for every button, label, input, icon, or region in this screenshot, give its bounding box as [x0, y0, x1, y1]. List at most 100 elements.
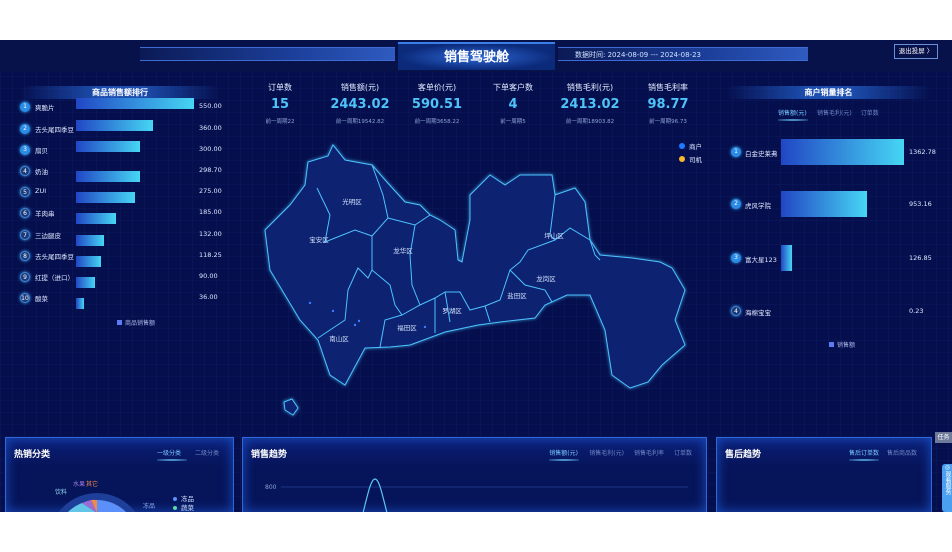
legend-label: 商户	[689, 143, 702, 151]
kpi-card: 订单数 15 前一周期22	[240, 82, 320, 125]
tab[interactable]: 一级分类	[157, 448, 187, 461]
rank-badge: 5	[20, 187, 30, 197]
product-bar[interactable]	[76, 98, 194, 109]
product-bar[interactable]	[76, 256, 102, 267]
product-value: 360.00	[199, 124, 222, 132]
product-bar[interactable]	[76, 213, 116, 224]
tab[interactable]: 销售毛利(元)	[589, 450, 624, 457]
sales-trend-chart: 800	[265, 478, 688, 512]
district-label: 坪山区	[544, 231, 564, 240]
product-bar[interactable]	[76, 120, 154, 131]
page-title: 销售驾驶舱	[398, 42, 555, 70]
sales-trend-panel: 销售趋势 销售额(元) 销售毛利(元) 销售毛利率 订单数 800	[242, 437, 707, 512]
product-ranking-legend[interactable]: 商品销售额	[117, 318, 155, 327]
map-outline[interactable]	[264, 144, 686, 389]
merchant-name: 海棉宝宝	[745, 309, 771, 317]
product-name: 爽脆片	[35, 104, 55, 112]
district-label: 龙岗区	[536, 274, 556, 283]
kpi-card: 销售毛利率 98.77 前一周期96.73	[628, 82, 708, 125]
product-bar[interactable]	[76, 192, 135, 203]
tab[interactable]: 销售毛利率	[633, 450, 664, 457]
task-tab[interactable]: 任务	[935, 432, 952, 443]
merchant-ranking-legend[interactable]: 销售额	[829, 340, 855, 349]
product-value: 550.00	[199, 102, 222, 110]
map-island	[283, 398, 299, 416]
merchant-marker[interactable]	[357, 319, 361, 323]
kpi-value: 4	[508, 97, 518, 112]
trend-line	[362, 478, 388, 512]
product-bar[interactable]	[76, 298, 84, 309]
kpi-label: 订单数	[268, 83, 292, 92]
product-bar[interactable]	[76, 141, 141, 152]
pie-label: 水果	[73, 480, 85, 488]
merchant-name: 富大星123	[745, 256, 777, 264]
tab[interactable]: 售后订单数	[849, 448, 879, 461]
merchant-marker[interactable]	[331, 309, 335, 313]
rank-badge: 1	[20, 102, 30, 112]
rank-badge: 3	[20, 145, 30, 155]
product-name: ZUI	[35, 187, 47, 195]
rank-badge: 7	[20, 230, 30, 240]
tab[interactable]: 订单数	[673, 450, 692, 457]
tab[interactable]: 订单数	[860, 110, 879, 117]
merchant-name: 虎风学院	[745, 202, 771, 210]
tab[interactable]: 销售毛利(元)	[817, 110, 852, 117]
tab[interactable]: 销售额(元)	[778, 108, 808, 121]
product-bar[interactable]	[76, 171, 141, 182]
kpi-compare: 前一周期19542.82	[335, 119, 385, 125]
product-bar[interactable]	[76, 277, 96, 288]
tab[interactable]: 销售额(元)	[549, 448, 579, 461]
legend-dot	[173, 506, 177, 510]
watch-service-tab[interactable]: ◎观看服务	[942, 464, 952, 512]
merchant-bar[interactable]	[781, 191, 868, 217]
rank-badge: 3	[731, 253, 741, 263]
tab[interactable]: 售后商品数	[886, 450, 917, 457]
legend-swatch	[829, 342, 834, 347]
after-sales-title: 售后趋势	[725, 450, 762, 460]
kpi-card: 销售毛利(元) 2413.02 前一周期18903.82	[550, 82, 630, 125]
product-bar[interactable]	[76, 235, 105, 246]
pie-slice-frozen[interactable]	[97, 499, 127, 512]
kpi-value: 590.51	[411, 97, 463, 112]
legend-label[interactable]: 冻品	[181, 494, 194, 503]
product-value: 90.00	[199, 272, 218, 280]
merchant-marker[interactable]	[423, 325, 427, 329]
pie-slice-fruit[interactable]	[82, 500, 97, 512]
kpi-label: 下单客户数	[493, 83, 533, 92]
tab[interactable]: 二级分类	[194, 450, 219, 457]
hot-category-pie: 水果 其它 饮料 冻品 冻品 蔬菜	[55, 480, 195, 512]
pie-slice-drinks[interactable]	[67, 503, 97, 512]
legend-label[interactable]: 蔬菜	[181, 503, 195, 512]
kpi-compare: 前一周期96.73	[649, 119, 687, 125]
header: 销售驾驶舱 数据时间: 2024-08-09 --- 2024-08-23 退出…	[0, 40, 952, 72]
pie-label: 冻品	[143, 502, 155, 510]
merchant-value: 0.23	[909, 307, 924, 315]
district-label: 南山区	[329, 334, 349, 343]
merchant-bar[interactable]	[781, 245, 793, 271]
hot-category-title: 热销分类	[14, 450, 51, 460]
district-label: 龙华区	[393, 246, 413, 255]
pie-slice-other[interactable]	[91, 499, 97, 512]
merchant-name: 白金史莱弗	[745, 150, 778, 158]
district-label: 宝安区	[309, 235, 329, 244]
district-label: 罗湖区	[442, 306, 462, 315]
merchant-ranking-title: 商户销量排名	[727, 86, 930, 99]
kpi-value: 2443.02	[330, 97, 390, 112]
merchant-bar[interactable]	[781, 139, 904, 165]
header-deco-left	[140, 47, 395, 61]
district-label: 福田区	[397, 323, 417, 332]
district-label: 光明区	[342, 197, 362, 206]
map-legend-item[interactable]: 商户	[679, 141, 702, 151]
merchant-marker[interactable]	[308, 301, 312, 305]
map-legend-item[interactable]: 司机	[679, 154, 702, 164]
rank-badge: 10	[20, 293, 30, 303]
legend-dot-icon	[679, 143, 685, 149]
product-value: 298.70	[199, 166, 222, 174]
kpi-card: 客单价(元) 590.51 前一周期3658.22	[397, 82, 477, 125]
merchant-marker[interactable]	[353, 323, 357, 327]
merchant-value: 953.16	[909, 200, 932, 208]
product-value: 300.00	[199, 145, 222, 153]
kpi-label: 销售毛利率	[648, 83, 688, 92]
exit-fullscreen-button[interactable]: 退出投屏 〉	[894, 44, 938, 59]
